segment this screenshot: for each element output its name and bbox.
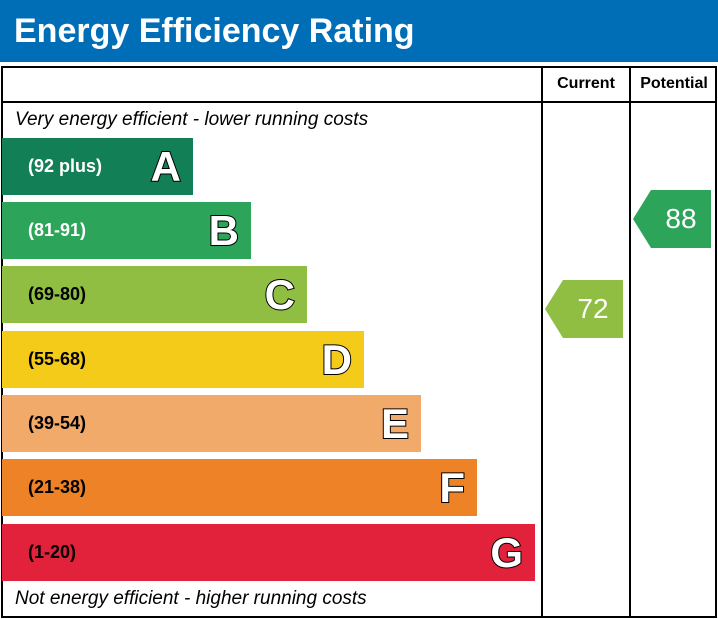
current-column-header: Current (557, 75, 615, 92)
band-a: (92 plus) A (2, 138, 193, 195)
band-letter: G (489, 528, 524, 577)
band-e: (39-54) E (2, 395, 421, 452)
band-range: (21-38) (28, 477, 87, 497)
band-letter: A (150, 142, 182, 191)
potential-rating-arrow: 88 (633, 190, 711, 248)
band-letter: C (264, 270, 296, 319)
band-range: (81-91) (28, 220, 87, 240)
header-divider (1, 101, 717, 103)
potential-column-header: Potential (640, 75, 708, 92)
band-range: (69-80) (28, 284, 87, 304)
band-range: (39-54) (28, 413, 87, 433)
band-letter: B (208, 206, 240, 255)
top-note: Very energy efficient - lower running co… (15, 109, 369, 130)
current-rating-value: 72 (577, 293, 609, 324)
band-range: (92 plus) (28, 156, 103, 176)
band-letter: D (321, 335, 353, 384)
bottom-note: Not energy efficient - higher running co… (15, 588, 367, 609)
current-rating-arrow: 72 (545, 280, 623, 338)
column-divider (629, 66, 631, 618)
band-letter: E (380, 399, 410, 448)
band-range: (1-20) (28, 542, 77, 562)
band-f: (21-38) F (2, 459, 477, 516)
potential-rating-value: 88 (665, 203, 697, 234)
band-g: (1-20) G (2, 524, 535, 581)
column-divider (541, 66, 543, 618)
band-c: (69-80) C (2, 266, 307, 323)
band-letter: F (438, 463, 466, 512)
band-b: (81-91) B (2, 202, 251, 259)
page-title: Energy Efficiency Rating (0, 0, 718, 62)
band-range: (55-68) (28, 349, 87, 369)
band-d: (55-68) D (2, 331, 364, 388)
